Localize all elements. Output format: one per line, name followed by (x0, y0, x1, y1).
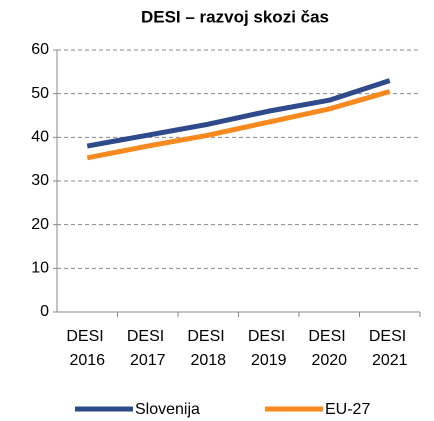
y-tick-label: 20 (31, 216, 49, 233)
x-tick-label: DESI 2021 (369, 328, 411, 369)
y-tick-label: 40 (31, 129, 49, 146)
x-tick-label: DESI 2016 (66, 328, 108, 369)
x-tick-label: DESI 2018 (187, 328, 229, 369)
y-tick-label: 50 (31, 85, 49, 102)
y-tick-label: 60 (31, 41, 49, 58)
x-tick-label: DESI 2019 (248, 328, 290, 369)
legend-label: Slovenija (135, 401, 200, 418)
x-tick-label: DESI 2020 (308, 328, 350, 369)
x-tick-label: DESI 2017 (127, 328, 169, 369)
chart-title: DESI – razvoj skozi čas (141, 7, 329, 26)
y-tick-label: 30 (31, 172, 49, 189)
series-line (86, 89, 391, 161)
series-line (86, 78, 391, 149)
legend-label: EU-27 (325, 401, 370, 418)
y-tick-label: 10 (31, 260, 49, 277)
y-tick-label: 0 (40, 303, 49, 320)
